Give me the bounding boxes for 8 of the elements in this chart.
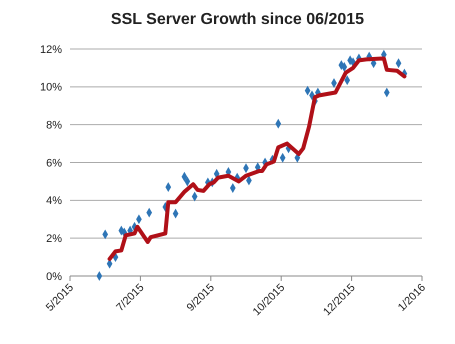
y-tick-label: 10% <box>40 82 62 94</box>
y-tick-label: 12% <box>40 44 62 56</box>
y-tick-label: 2% <box>46 233 62 246</box>
y-tick-label: 0% <box>46 270 62 283</box>
y-tick-label: 4% <box>46 195 62 208</box>
chart-title: SSL Server Growth since 06/2015 <box>110 11 364 28</box>
y-tick-label: 6% <box>46 157 62 170</box>
y-tick-label: 8% <box>46 120 62 132</box>
